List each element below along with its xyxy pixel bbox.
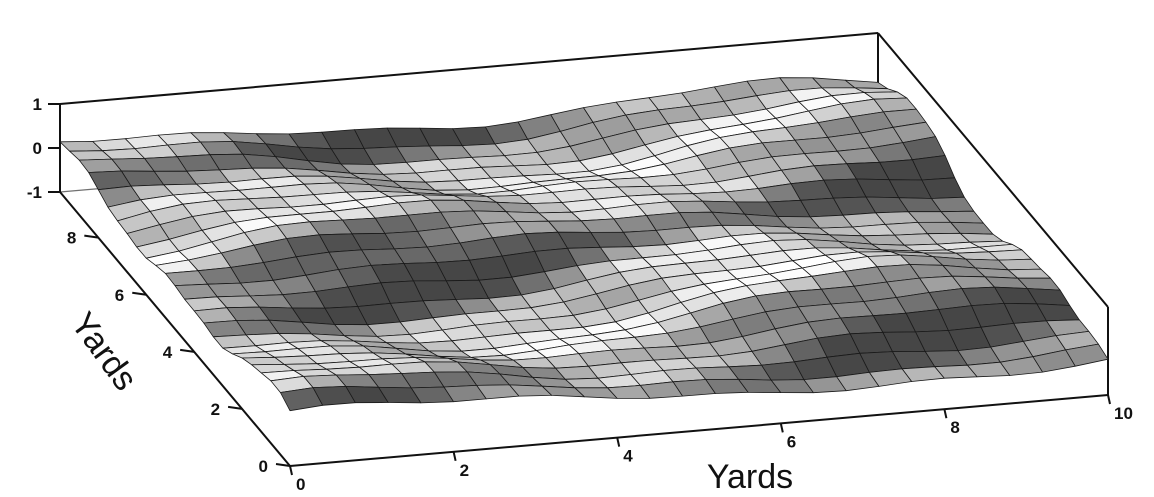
x-tick-mark: [1107, 394, 1111, 405]
x-tick-label: 2: [460, 461, 469, 480]
y-tick-label: 4: [163, 343, 173, 362]
y-tick-mark: [84, 234, 99, 239]
y-tick-mark: [132, 291, 147, 296]
y-tick-label: 2: [211, 400, 220, 419]
z-tick-label: -1: [27, 183, 42, 202]
tick-labels: 0 2 4 6 8 10 0 2 4 6 8 -1 0 1: [27, 95, 1133, 494]
back-top-edge: [59, 32, 879, 105]
x-tick-mark: [452, 451, 457, 462]
x-tick-label: 0: [296, 475, 305, 494]
x-tick-label: 4: [623, 447, 633, 466]
z-tick-label: 1: [33, 95, 42, 114]
surface-cell: [1065, 343, 1109, 367]
x-tick-label: 10: [1114, 404, 1133, 423]
x-axis-title: Yards: [707, 458, 793, 496]
surface-mesh: [59, 77, 1109, 412]
y-tick-label: 8: [67, 229, 76, 248]
x-tick-mark: [779, 423, 784, 433]
x-tick-label: 6: [787, 432, 796, 451]
z-tick-label: 0: [33, 139, 42, 158]
x-tick-label: 8: [950, 418, 959, 437]
y-tick-mark: [227, 405, 243, 410]
y-axis-title: Yards: [63, 305, 144, 397]
y-tick-label: 6: [115, 286, 124, 305]
y-tick-mark: [180, 348, 195, 353]
y-tick-label: 0: [259, 457, 268, 476]
y-tick-mark: [275, 463, 291, 467]
right-top-edge: [877, 32, 1109, 308]
x-axis-line: [289, 394, 1109, 467]
x-tick-mark: [943, 408, 948, 419]
x-tick-mark: [616, 437, 621, 447]
x-tick-mark: [289, 465, 293, 476]
